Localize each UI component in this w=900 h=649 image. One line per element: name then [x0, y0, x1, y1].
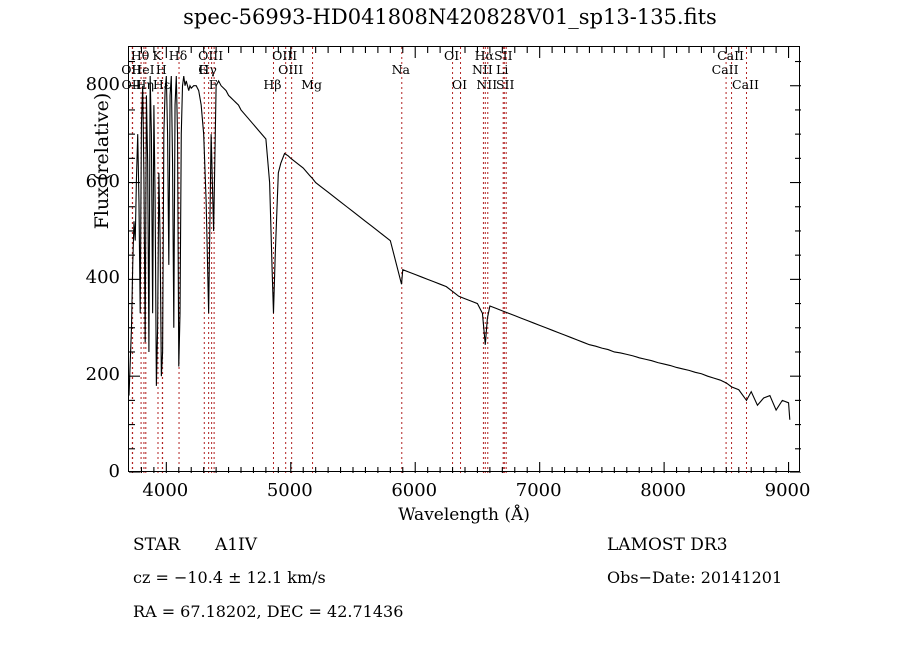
line-label: H — [155, 62, 167, 77]
footer-coords: RA = 67.18202, DEC = 42.71436 — [133, 602, 404, 621]
line-label: F — [208, 77, 218, 92]
y-tick-label: 200 — [85, 364, 120, 386]
line-label: K — [152, 48, 162, 63]
line-label: Hβ — [263, 77, 282, 92]
line-label: OI — [443, 48, 460, 63]
line-label: NII — [476, 77, 498, 92]
y-tick-label: 600 — [85, 170, 120, 192]
x-tick-label: 7000 — [515, 480, 562, 501]
x-tick-label: 8000 — [640, 480, 687, 501]
page-title: spec-56993-HD041808N420828V01_sp13-135.f… — [183, 5, 717, 29]
line-label: SII — [495, 77, 515, 92]
line-label: Hε — [152, 77, 171, 92]
line-label: OI — [451, 77, 468, 92]
footer-obs-date: Obs−Date: 20141201 — [607, 568, 783, 587]
footer-cz: cz = −10.4 ± 12.1 km/s — [133, 568, 326, 587]
line-label: G — [198, 62, 209, 77]
line-label: Mg — [301, 77, 322, 92]
y-tick-label: 800 — [85, 73, 120, 95]
line-label: CaII — [711, 62, 739, 77]
line-label: CaII — [732, 77, 759, 92]
x-tick-label: 5000 — [266, 480, 313, 501]
line-label: Hγ — [198, 62, 217, 77]
spectrum-plot-svg — [129, 47, 801, 473]
line-label: OII — [121, 62, 142, 77]
line-label: SII — [494, 48, 513, 63]
plot-area — [128, 46, 801, 473]
line-label: OIII — [198, 48, 224, 63]
x-tick-label: 9000 — [764, 480, 811, 501]
line-label: HeI — [131, 62, 155, 77]
axis-ticks — [129, 47, 801, 473]
line-label: NII — [471, 62, 493, 77]
x-tick-label: 6000 — [391, 480, 438, 501]
y-tick-label: 0 — [108, 461, 120, 482]
line-label: Hα — [474, 48, 494, 63]
spectrum-curve — [129, 75, 791, 420]
line-label: Na — [391, 62, 410, 77]
object-type: STAR — [133, 535, 181, 555]
line-label: OIII — [278, 62, 304, 77]
footer-object-line: STAR A1IV — [133, 535, 257, 555]
spectral-line-markers — [131, 47, 747, 473]
line-label: Li — [496, 62, 509, 77]
x-axis-label: Wavelength (Å) — [398, 505, 530, 525]
line-label: CaII — [717, 48, 744, 63]
line-label: OIII — [272, 48, 298, 63]
x-tick-label: 4000 — [142, 480, 189, 501]
footer-survey: LAMOST DR3 — [607, 535, 728, 555]
line-label: Hθ — [130, 48, 150, 63]
spectral-class: A1IV — [214, 535, 258, 555]
line-label: Hη — [135, 77, 154, 92]
line-label: OII — [121, 77, 142, 92]
line-label: Hδ — [168, 48, 188, 63]
y-tick-label: 400 — [85, 267, 120, 289]
